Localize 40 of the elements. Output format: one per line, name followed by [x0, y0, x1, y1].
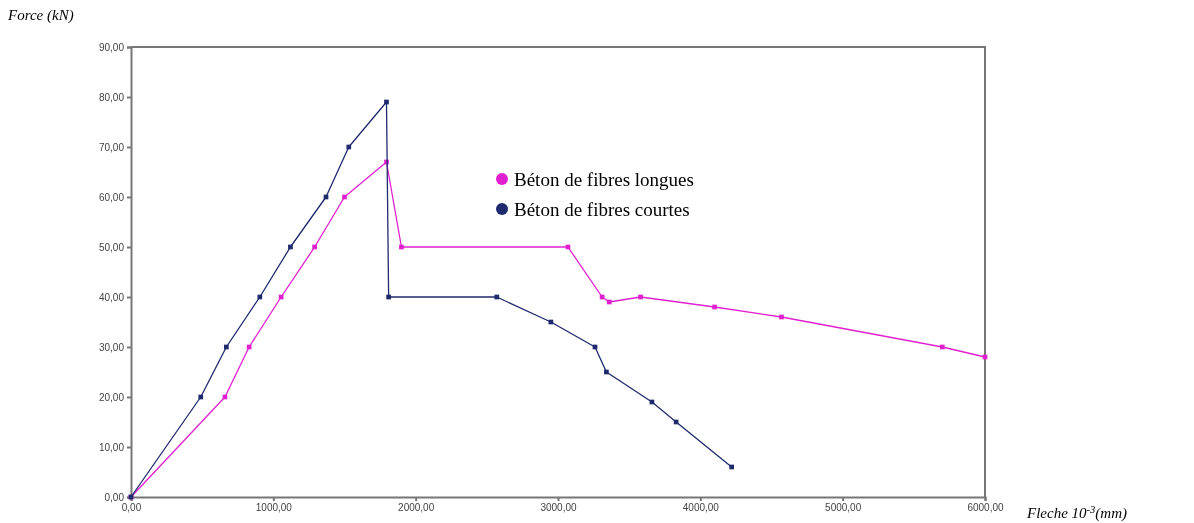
y-tick-label: 0,00: [104, 491, 125, 503]
point: [638, 294, 643, 300]
y-tick-label: 30,00: [98, 341, 125, 353]
point: [712, 304, 717, 310]
y-tick-label: 40,00: [98, 291, 125, 303]
x-tick-label: 5000,00: [825, 502, 862, 514]
y-tick-label: 60,00: [98, 191, 125, 203]
y-tick-label: 80,00: [98, 91, 125, 103]
x-tick-label: 3000,00: [540, 502, 578, 514]
point: [604, 369, 609, 375]
x-tick-label: 2000,00: [398, 502, 435, 514]
legend-label: Béton de fibres longues: [514, 169, 694, 190]
x-tick-label: 4000,00: [682, 502, 720, 514]
point: [346, 144, 352, 150]
y-tick-label: 10,00: [98, 441, 125, 453]
y-tick-label: 70,00: [98, 141, 125, 153]
point: [278, 294, 284, 300]
x-tick-label: 1000,00: [255, 502, 293, 514]
point: [606, 299, 612, 305]
point: [257, 294, 263, 300]
point: [729, 464, 734, 470]
legend-label: Béton de fibres courtes: [514, 199, 690, 220]
y-tick-label: 20,00: [98, 391, 125, 403]
x-tick-label: 0,00: [121, 502, 142, 514]
y-axis-title: Force (kN): [7, 7, 74, 24]
point: [198, 394, 204, 400]
point: [342, 194, 347, 200]
point: [384, 99, 389, 105]
y-tick-label: 90,00: [98, 41, 125, 53]
y-tick-label: 50,00: [98, 241, 125, 253]
point: [939, 344, 945, 350]
x-tick-label: 6000,00: [967, 502, 1005, 514]
point: [224, 344, 229, 350]
point: [399, 244, 404, 250]
x-axis-title: Fleche 10$^{-3}$(mm): [1026, 503, 1127, 522]
point: [312, 244, 317, 250]
point: [779, 314, 784, 320]
point: [386, 294, 391, 300]
point: [494, 294, 500, 300]
point: [288, 244, 293, 250]
